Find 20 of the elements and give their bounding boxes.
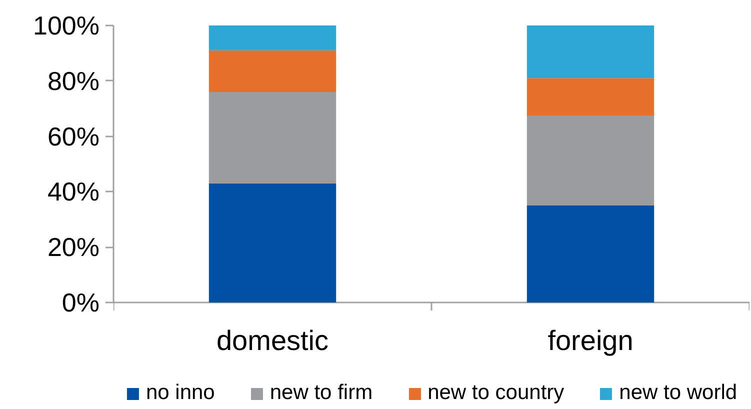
y-tick-label: 60% <box>47 121 100 152</box>
y-tick-label: 80% <box>47 66 100 96</box>
bar <box>208 26 336 50</box>
y-tick-label: 0% <box>62 288 100 318</box>
bar <box>526 116 654 206</box>
y-tick-label: 40% <box>47 176 100 207</box>
bar <box>526 206 654 302</box>
bar <box>208 50 336 92</box>
legend-label: no inno <box>146 381 215 405</box>
legend-label: new to world <box>619 381 738 405</box>
x-tick-label: domestic <box>216 325 329 356</box>
y-tick-label: 100% <box>33 10 100 40</box>
bar <box>208 92 336 184</box>
bar <box>526 78 654 116</box>
bar <box>208 183 336 302</box>
legend-label: new to firm <box>270 381 373 405</box>
legend-label: new to country <box>428 381 564 405</box>
bar <box>526 26 654 78</box>
x-tick-label: foreign <box>548 325 634 356</box>
y-tick-label: 20% <box>47 232 100 262</box>
